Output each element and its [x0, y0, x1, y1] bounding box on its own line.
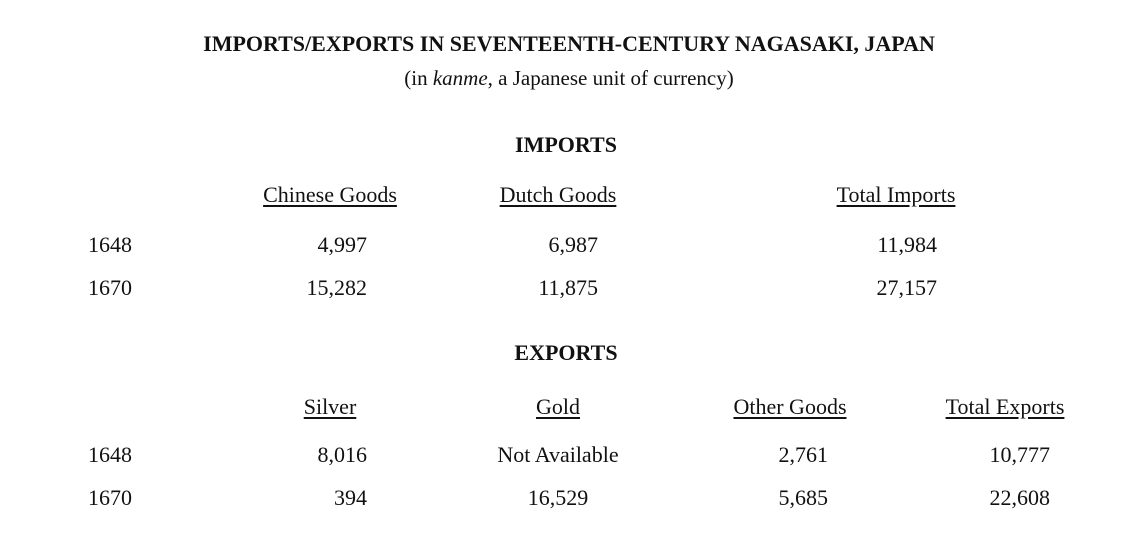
table-cell: 11,984	[877, 232, 937, 257]
subtitle: (in kanme, a Japanese unit of currency)	[0, 65, 1138, 91]
table-cell: 394	[334, 485, 367, 510]
column-header: Total Imports	[836, 182, 956, 207]
table-cell: 6,987	[548, 232, 599, 257]
table-cell: 4,997	[317, 232, 368, 257]
column-header: Total Exports	[945, 394, 1065, 419]
table-cell: 8,016	[317, 442, 368, 467]
table-cell: Not Available	[497, 442, 619, 467]
subtitle-emphasis: kanme	[432, 66, 488, 90]
row-year: 1648	[88, 232, 132, 257]
row-year: 1670	[88, 485, 132, 510]
table-cell: 15,282	[306, 275, 368, 300]
table-cell: 22,608	[989, 485, 1051, 510]
subtitle-text: , a Japanese unit of currency)	[487, 66, 734, 90]
row-year: 1670	[88, 275, 132, 300]
table-cell: 10,777	[989, 442, 1051, 467]
section-title: EXPORTS	[514, 340, 618, 365]
column-header: Chinese Goods	[263, 182, 397, 207]
document-title: IMPORTS/EXPORTS IN SEVENTEENTH-CENTURY N…	[203, 31, 935, 56]
table-cell: 2,761	[778, 442, 829, 467]
column-header: Dutch Goods	[499, 182, 617, 207]
column-header: Gold	[536, 394, 580, 419]
table-cell: 11,875	[538, 275, 598, 300]
column-header: Other Goods	[733, 394, 847, 419]
table-cell: 27,157	[876, 275, 938, 300]
row-year: 1648	[88, 442, 132, 467]
column-header: Silver	[303, 394, 357, 419]
table-cell: 16,529	[527, 485, 589, 510]
section-title: IMPORTS	[515, 132, 617, 157]
subtitle-text: (in	[404, 66, 433, 90]
table-cell: 5,685	[778, 485, 829, 510]
